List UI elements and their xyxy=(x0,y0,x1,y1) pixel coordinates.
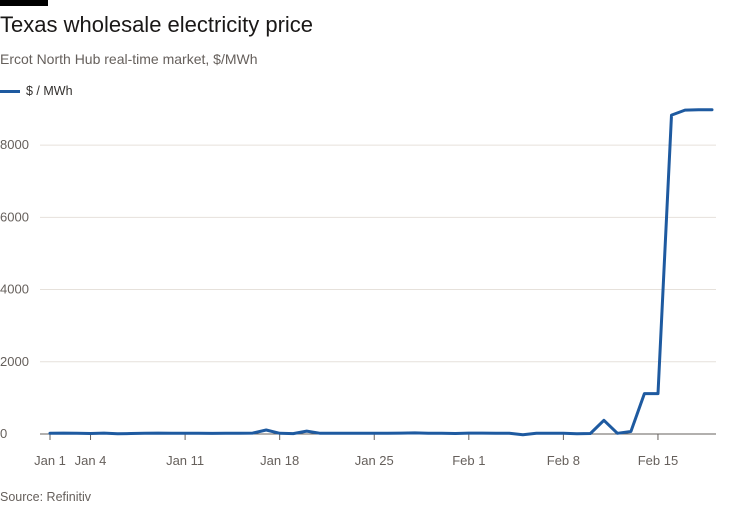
legend: $ / MWh xyxy=(0,84,73,98)
x-tick-label: Feb 8 xyxy=(547,453,580,468)
x-tick-label: Feb 1 xyxy=(452,453,485,468)
chart-title: Texas wholesale electricity price xyxy=(0,12,314,37)
chart-subtitle: Ercot North Hub real-time market, $/MWh xyxy=(0,51,258,67)
source-note: Source: Refinitiv xyxy=(0,490,92,504)
y-tick-label: 2000 xyxy=(0,354,29,369)
legend-label: $ / MWh xyxy=(26,84,73,98)
x-tick-label: Jan 18 xyxy=(260,453,299,468)
brand-bar xyxy=(0,0,48,6)
x-tick-label: Feb 15 xyxy=(638,453,678,468)
x-tick-label: Jan 1 xyxy=(34,453,66,468)
y-axis-ticks: 0 2000 4000 6000 8000 xyxy=(0,137,29,441)
x-tick-label: Jan 4 xyxy=(75,453,107,468)
line-chart: 0 2000 4000 6000 8000 Jan 1 Jan 4 Jan 11 Jan 18… xyxy=(0,108,716,468)
y-tick-label: 8000 xyxy=(0,137,29,152)
gridlines xyxy=(40,144,716,363)
x-tick-label: Jan 25 xyxy=(355,453,394,468)
x-tick-label: Jan 11 xyxy=(166,453,204,468)
y-tick-label: 0 xyxy=(0,426,7,441)
y-tick-label: 6000 xyxy=(0,209,29,224)
series-line-price xyxy=(48,108,714,437)
legend-swatch xyxy=(0,89,20,93)
y-tick-label: 4000 xyxy=(0,282,29,297)
x-axis-ticks: Jan 1 Jan 4 Jan 11 Jan 18 Jan 25 Feb 1 Feb 8 Fe… xyxy=(34,434,678,468)
